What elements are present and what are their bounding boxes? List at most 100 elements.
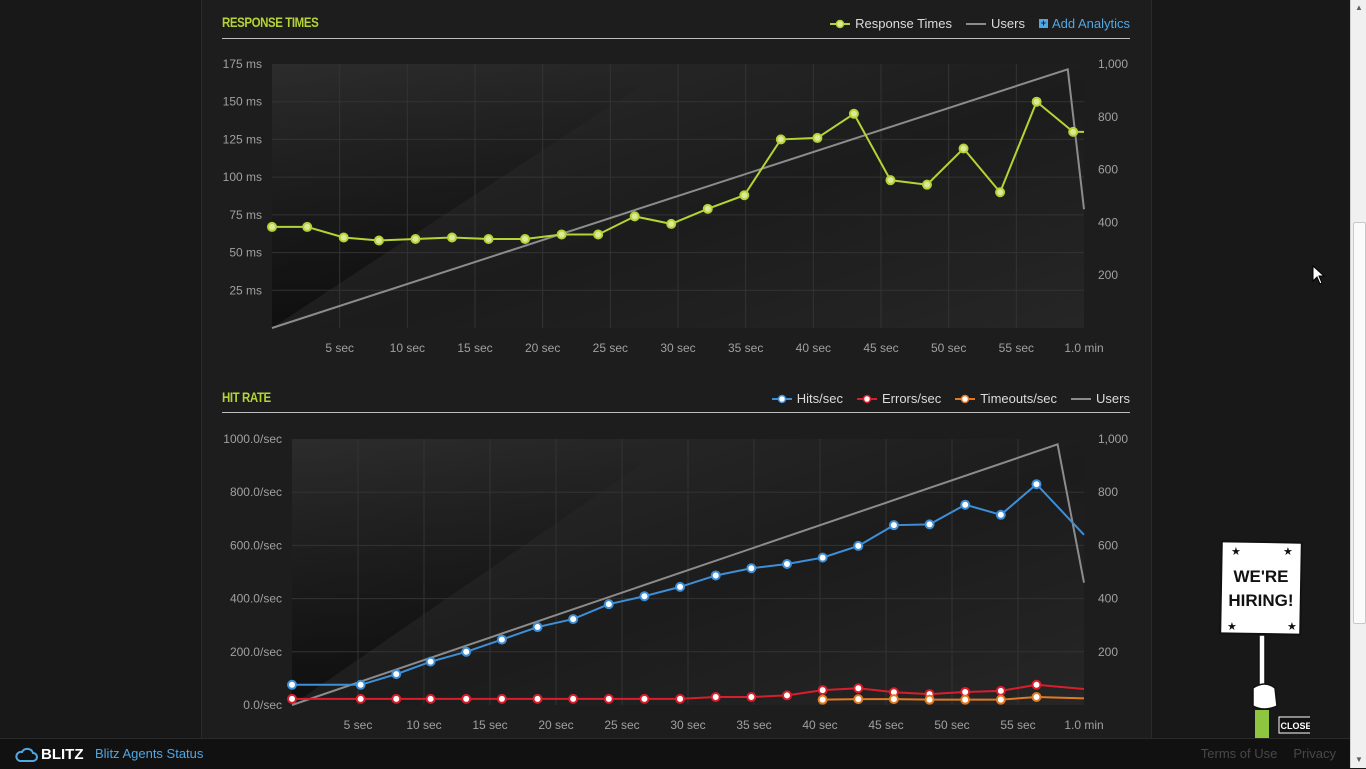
data-point-response-times <box>593 229 604 240</box>
x-tick-label: 45 sec <box>863 341 898 355</box>
data-point-response-times <box>958 143 969 154</box>
legend-users-2[interactable]: Users <box>1071 391 1130 406</box>
y-tick-label: 800.0/sec <box>230 485 282 499</box>
data-point-response-times <box>848 108 859 119</box>
data-point-response-times <box>739 190 750 201</box>
x-tick-label: 5 sec <box>344 718 373 732</box>
plus-icon: + <box>1038 18 1048 28</box>
legend-errors[interactable]: Errors/sec <box>856 391 941 406</box>
data-point-hits-sec <box>710 570 721 581</box>
data-point-response-times <box>885 175 896 186</box>
scroll-down-icon[interactable]: ▼ <box>1355 755 1363 764</box>
x-tick-label: 30 sec <box>660 341 695 355</box>
data-point-errors-sec <box>639 693 650 704</box>
x-tick-label: 50 sec <box>934 718 969 732</box>
footer: BLITZ Blitz Agents Status Terms of Use P… <box>0 738 1350 769</box>
star-icon: ★ <box>1231 546 1241 558</box>
x-tick-label: 50 sec <box>931 341 966 355</box>
data-point-response-times <box>995 187 1006 198</box>
y-tick-label: 75 ms <box>229 208 262 222</box>
data-point-hits-sec <box>639 591 650 602</box>
response-times-divider <box>222 38 1130 39</box>
series-line-users <box>271 67 1085 329</box>
hit-rate-divider <box>222 412 1130 413</box>
data-point-timeouts-sec <box>853 694 864 705</box>
data-point-hits-sec <box>461 646 472 657</box>
y2-tick-label: 200 <box>1098 268 1118 282</box>
legend-timeouts-swatch <box>955 394 976 403</box>
x-tick-label: 35 sec <box>736 718 771 732</box>
legend-users-2-label: Users <box>1096 391 1130 406</box>
x-tick-label: 1.0 min <box>1064 718 1103 732</box>
data-point-response-times <box>520 233 531 244</box>
y-tick-label: 125 ms <box>223 132 262 146</box>
agents-status-link[interactable]: Blitz Agents Status <box>95 746 204 761</box>
x-tick-label: 5 sec <box>325 341 354 355</box>
y-tick-label: 25 ms <box>229 283 262 297</box>
x-tick-label: 25 sec <box>604 718 639 732</box>
data-point-errors-sec <box>603 693 614 704</box>
terms-link[interactable]: Terms of Use <box>1200 746 1278 761</box>
data-point-response-times <box>666 218 677 229</box>
series-line-errors-sec <box>292 683 1085 700</box>
y-tick-label: 0.0/sec <box>243 698 282 712</box>
y-tick-label: 600.0/sec <box>230 538 282 552</box>
data-point-hits-sec <box>888 520 899 531</box>
close-button[interactable]: CLOSE <box>1278 716 1310 734</box>
legend-hits-swatch <box>771 394 792 403</box>
data-point-response-times <box>922 179 933 190</box>
add-analytics-link[interactable]: + Add Analytics <box>1038 16 1130 31</box>
data-point-response-times <box>338 232 349 243</box>
data-point-hits-sec <box>568 614 579 625</box>
footer-links: Terms of Use Privacy <box>1201 746 1336 761</box>
data-point-errors-sec <box>568 693 579 704</box>
blitz-logo[interactable]: BLITZ <box>14 746 84 763</box>
x-tick-label: 10 sec <box>406 718 441 732</box>
legend-timeouts[interactable]: Timeouts/sec <box>955 391 1057 406</box>
series-line-response-times <box>272 100 1084 242</box>
data-point-timeouts-sec <box>888 694 899 705</box>
series-line-hits-sec <box>292 482 1085 686</box>
legend-users[interactable]: Users <box>966 16 1025 31</box>
star-icon: ★ <box>1283 546 1293 558</box>
scroll-up-icon[interactable]: ▲ <box>1355 3 1363 12</box>
y2-tick-label: 400 <box>1098 215 1118 229</box>
data-point-response-times <box>775 134 786 145</box>
plot-shade <box>272 64 670 328</box>
legend-hits-label: Hits/sec <box>796 391 843 406</box>
data-point-response-times <box>1031 96 1042 107</box>
data-point-hits-sec <box>675 581 686 592</box>
privacy-link[interactable]: Privacy <box>1293 746 1336 761</box>
data-point-response-times <box>410 233 421 244</box>
page: RESPONSE TIMES Response Times Users + Ad… <box>201 0 1326 738</box>
sign-pole <box>1258 634 1266 688</box>
legend-hits[interactable]: Hits/sec <box>771 391 843 406</box>
series-line-timeouts-sec <box>822 696 1085 701</box>
mouse-cursor-icon <box>1312 265 1326 285</box>
y2-tick-label: 400 <box>1098 592 1118 606</box>
data-point-response-times <box>556 229 567 240</box>
data-point-errors-sec <box>287 693 297 704</box>
scroll-thumb[interactable] <box>1353 222 1366 624</box>
data-point-hits-sec <box>960 499 971 510</box>
y-tick-label: 200.0/sec <box>230 645 282 659</box>
y-tick-label: 150 ms <box>223 95 262 109</box>
y-tick-label: 175 ms <box>223 57 262 71</box>
data-point-hits-sec <box>817 552 828 563</box>
legend-response-times[interactable]: Response Times <box>830 16 952 31</box>
logo-text: BLITZ <box>41 746 84 763</box>
x-tick-label: 15 sec <box>457 341 492 355</box>
data-point-hits-sec <box>924 519 935 530</box>
legend-response-times-swatch <box>830 19 851 28</box>
close-label: CLOSE <box>1280 721 1310 731</box>
plot-shade <box>292 439 675 705</box>
hand-icon <box>1252 683 1278 710</box>
data-point-hits-sec <box>746 563 757 574</box>
data-point-timeouts-sec <box>817 694 828 705</box>
data-point-errors-sec <box>496 693 507 704</box>
data-point-errors-sec <box>995 685 1006 696</box>
legend-response-times-label: Response Times <box>855 16 952 31</box>
vertical-scrollbar[interactable]: ▲ ▼ <box>1350 0 1366 768</box>
data-point-errors-sec <box>675 693 686 704</box>
hiring-sign[interactable]: WE'RE HIRING! ★ ★ ★ ★ CLOSE <box>1215 538 1310 738</box>
